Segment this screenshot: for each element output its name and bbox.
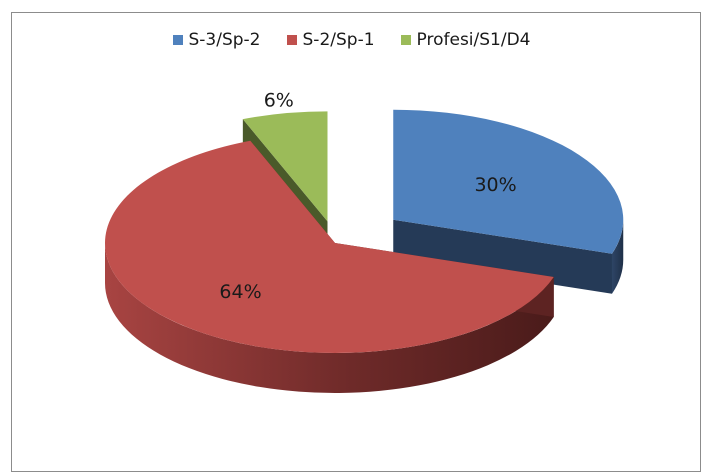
legend-label-profesi: Profesi/S1/D4 bbox=[416, 30, 531, 50]
legend-item-s3-sp2: S-3/Sp-2 bbox=[172, 30, 261, 50]
data-label-s3-sp2: 30% bbox=[474, 174, 516, 196]
pie-chart: 30% 64% 6% bbox=[104, 89, 624, 393]
legend-label-s2-sp1: S-2/Sp-1 bbox=[302, 30, 375, 50]
legend-swatch-s3-sp2 bbox=[172, 35, 183, 45]
slice-rim-s2-sp1 bbox=[105, 243, 554, 393]
legend: S-3/Sp-2 S-2/Sp-1 Profesi/S1/D4 bbox=[0, 30, 703, 50]
legend-item-s2-sp1: S-2/Sp-1 bbox=[286, 30, 375, 50]
data-label-s2-sp1: 64% bbox=[219, 281, 261, 303]
slice-top-s3-sp2 bbox=[393, 109, 624, 254]
slice-rim-s3-sp2 bbox=[611, 219, 624, 294]
slice-top-s2-sp1 bbox=[104, 140, 554, 353]
legend-swatch-s2-sp1 bbox=[286, 35, 297, 45]
pie-slice-s3-sp2 bbox=[393, 109, 624, 294]
legend-item-profesi: Profesi/S1/D4 bbox=[400, 30, 531, 50]
legend-swatch-profesi bbox=[400, 35, 411, 45]
pie-slice-s2-sp1 bbox=[104, 140, 554, 393]
data-label-profesi: 6% bbox=[264, 89, 294, 111]
slice-wall-s3-sp2-1 bbox=[393, 219, 612, 294]
legend-label-s3-sp2: S-3/Sp-2 bbox=[188, 30, 261, 50]
slice-top-profesi bbox=[242, 111, 328, 222]
